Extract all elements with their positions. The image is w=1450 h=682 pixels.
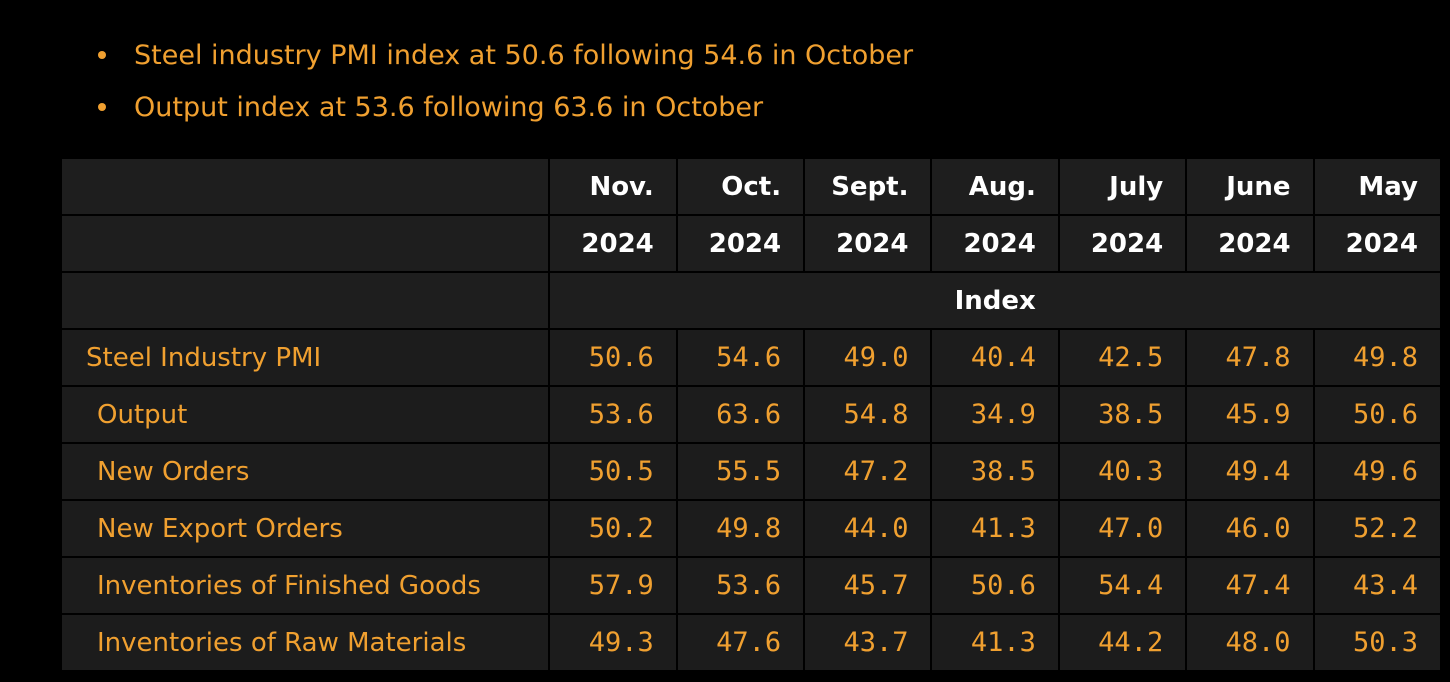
value-cell: 54.6: [675, 328, 806, 387]
value-cell: 57.9: [548, 556, 678, 615]
pmi-table-container: Nov. Oct. Sept. Aug. July June May 2024 …: [59, 157, 1450, 672]
bullet-dot-icon: [98, 51, 106, 59]
header-row-unit: Index: [59, 271, 1442, 330]
value-cell: 45.7: [803, 556, 933, 615]
value-cell: 54.8: [803, 385, 933, 444]
header-blank-cell: [59, 157, 551, 216]
value-cell: 40.3: [1057, 442, 1188, 501]
header-year: 2024: [1185, 214, 1315, 273]
value-cell: 49.3: [548, 613, 678, 672]
table-row: Inventories of Raw Materials 49.3 47.6 4…: [59, 613, 1443, 672]
header-row-years: 2024 2024 2024 2024 2024 2024 2024: [59, 214, 1443, 273]
header-month: June: [1185, 157, 1315, 216]
row-label: Inventories of Finished Goods: [59, 556, 551, 615]
value-cell: 48.0: [1185, 613, 1315, 672]
value-cell: 50.6: [1312, 385, 1443, 444]
value-cell: 47.0: [1057, 499, 1188, 558]
value-cell: 49.4: [1185, 442, 1315, 501]
value-cell: 50.3: [1312, 613, 1443, 672]
value-cell: 54.4: [1057, 556, 1188, 615]
value-cell: 34.9: [930, 385, 1060, 444]
header-month: May: [1312, 157, 1443, 216]
value-cell: 49.6: [1312, 442, 1443, 501]
header-month: July: [1057, 157, 1188, 216]
bullet-dot-icon: [98, 103, 106, 111]
unit-label: Index: [548, 271, 1442, 330]
header-year: 2024: [1057, 214, 1188, 273]
value-cell: 47.2: [803, 442, 933, 501]
table-row: New Orders 50.5 55.5 47.2 38.5 40.3 49.4…: [59, 442, 1443, 501]
value-cell: 47.4: [1185, 556, 1315, 615]
value-cell: 53.6: [675, 556, 806, 615]
header-year: 2024: [1312, 214, 1443, 273]
value-cell: 47.6: [675, 613, 806, 672]
row-label: Output: [59, 385, 551, 444]
header-year: 2024: [930, 214, 1060, 273]
row-label: Steel Industry PMI: [59, 328, 551, 387]
table-row: Inventories of Finished Goods 57.9 53.6 …: [59, 556, 1443, 615]
header-blank-cell: [59, 271, 551, 330]
value-cell: 52.2: [1312, 499, 1443, 558]
value-cell: 49.8: [1312, 328, 1443, 387]
value-cell: 50.5: [548, 442, 678, 501]
value-cell: 44.0: [803, 499, 933, 558]
header-year: 2024: [803, 214, 933, 273]
header-month: Sept.: [803, 157, 933, 216]
value-cell: 43.4: [1312, 556, 1443, 615]
table-row: New Export Orders 50.2 49.8 44.0 41.3 47…: [59, 499, 1443, 558]
value-cell: 42.5: [1057, 328, 1188, 387]
bullet-item: Steel industry PMI index at 50.6 followi…: [98, 30, 913, 82]
value-cell: 50.6: [930, 556, 1060, 615]
header-year: 2024: [548, 214, 678, 273]
row-label: New Export Orders: [59, 499, 551, 558]
header-month: Nov.: [548, 157, 678, 216]
header-month: Oct.: [675, 157, 806, 216]
value-cell: 38.5: [930, 442, 1060, 501]
value-cell: 41.3: [930, 499, 1060, 558]
value-cell: 40.4: [930, 328, 1060, 387]
table-row: Steel Industry PMI 50.6 54.6 49.0 40.4 4…: [59, 328, 1443, 387]
value-cell: 53.6: [548, 385, 678, 444]
value-cell: 49.0: [803, 328, 933, 387]
value-cell: 47.8: [1185, 328, 1315, 387]
value-cell: 55.5: [675, 442, 806, 501]
value-cell: 63.6: [675, 385, 806, 444]
value-cell: 50.2: [548, 499, 678, 558]
value-cell: 38.5: [1057, 385, 1188, 444]
value-cell: 44.2: [1057, 613, 1188, 672]
bullet-text: Output index at 53.6 following 63.6 in O…: [134, 92, 764, 123]
row-label: Inventories of Raw Materials: [59, 613, 551, 672]
header-blank-cell: [59, 214, 551, 273]
value-cell: 46.0: [1185, 499, 1315, 558]
value-cell: 43.7: [803, 613, 933, 672]
bullet-text: Steel industry PMI index at 50.6 followi…: [134, 40, 914, 71]
row-label: New Orders: [59, 442, 551, 501]
header-month: Aug.: [930, 157, 1060, 216]
pmi-table: Nov. Oct. Sept. Aug. July June May 2024 …: [59, 157, 1443, 672]
bullet-item: Output index at 53.6 following 63.6 in O…: [98, 82, 913, 134]
header-year: 2024: [675, 214, 806, 273]
header-row-months: Nov. Oct. Sept. Aug. July June May: [59, 157, 1443, 216]
table-row: Output 53.6 63.6 54.8 34.9 38.5 45.9 50.…: [59, 385, 1443, 444]
value-cell: 45.9: [1185, 385, 1315, 444]
value-cell: 49.8: [675, 499, 806, 558]
value-cell: 50.6: [548, 328, 678, 387]
value-cell: 41.3: [930, 613, 1060, 672]
summary-bullets: Steel industry PMI index at 50.6 followi…: [98, 30, 913, 134]
